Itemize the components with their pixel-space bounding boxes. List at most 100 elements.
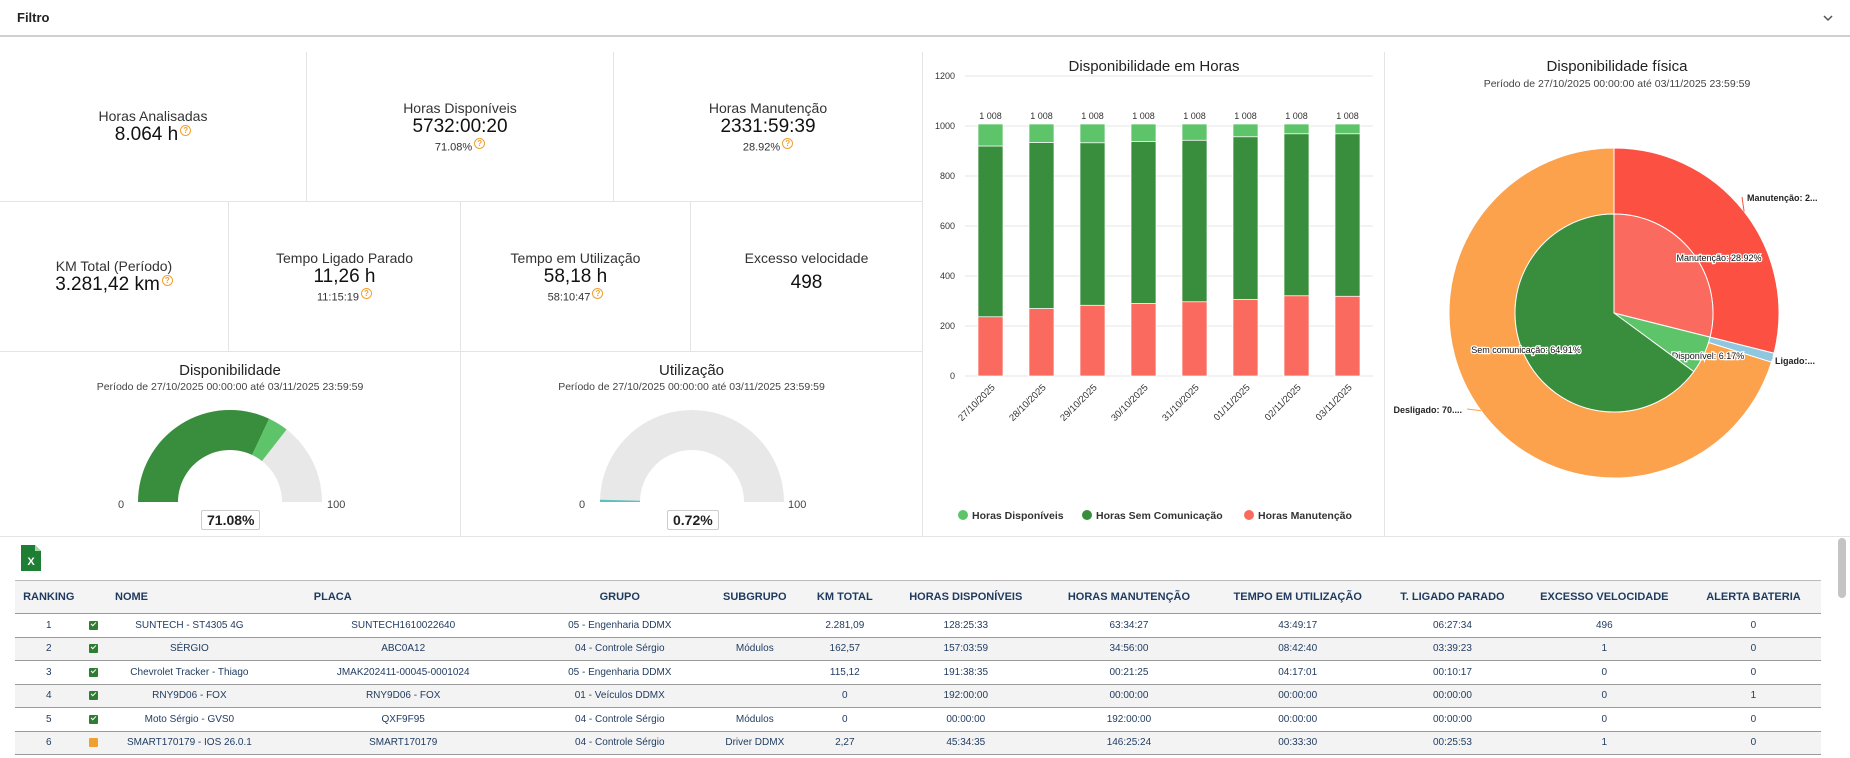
gauge-period: Período de 27/10/2025 00:00:00 até 03/11… [558,381,825,393]
col-subgrupo[interactable]: SUBGRUPO [706,580,803,614]
table-row[interactable]: 5 Moto Sérgio - GVS0 QXF9F95 04 - Contro… [15,707,1821,732]
chevron-down-icon[interactable] [1822,12,1834,24]
gauge-min: 0 [579,499,586,511]
col-grupo[interactable]: GRUPO [532,580,707,614]
cell-utilizacao: 00:00:00 [1213,707,1383,732]
bar-segment[interactable] [977,316,1004,377]
y-tick-label: 600 [940,221,955,231]
pie-inner-slice[interactable] [1613,213,1714,338]
help-icon[interactable]: ? [782,138,794,149]
bar-segment[interactable] [977,123,1004,147]
cell-disponiveis: 45:34:35 [887,731,1045,755]
col-alerta-bateria[interactable]: ALERTA BATERIA [1685,580,1821,614]
cell-placa: QXF9F95 [273,707,533,732]
table-row[interactable]: 2 SÉRGIO ABC0A12 04 - Controle Sérgio Mó… [15,637,1821,661]
svg-text:X: X [27,556,35,568]
col-horas-manutencao[interactable]: HORAS MANUTENÇÃO [1044,580,1214,614]
bar-segment[interactable] [1079,123,1106,144]
page-scrollbar[interactable] [1838,538,1846,598]
legend-item[interactable]: Horas Sem Comunicação [1082,510,1223,522]
table-row[interactable]: 3 Chevrolet Tracker - Thiago JMAK202411-… [15,660,1821,685]
col-ranking[interactable]: RANKING [15,580,83,614]
legend-item[interactable]: Horas Manutenção [1244,510,1352,522]
cell-grupo: 01 - Veículos DDMX [532,684,707,708]
kpi-label: Excesso velocidade [744,250,869,266]
table-row[interactable]: 1 SUNTECH - ST4305 4G SUNTECH1610022640 … [15,613,1821,638]
cell-placa: SMART170179 [273,731,533,755]
help-icon[interactable]: ? [180,124,192,136]
bar-total-label: 1 008 [979,111,1002,121]
bar-segment[interactable] [1130,123,1157,142]
help-icon[interactable]: ? [474,138,486,149]
kpi-value: 11,26 h [313,266,376,287]
bar-total-label: 1 008 [1234,111,1257,121]
col-km-total[interactable]: KM TOTAL [802,580,888,614]
pie-connector [1741,196,1745,212]
kpi-sub: 11:15:19 [316,291,359,304]
ranking-table: RANKING NOME PLACA GRUPO SUBGRUPO KM TOT… [15,580,1821,755]
cell-manutencao: 00:00:00 [1044,684,1214,708]
bar-segment[interactable] [1232,123,1259,138]
bar-segment[interactable] [1130,303,1157,377]
bar-segment[interactable] [1028,142,1055,309]
bar-segment[interactable] [1334,123,1361,135]
col-placa[interactable]: PLACA [273,580,533,614]
bar-segment[interactable] [1181,123,1208,141]
legend-item[interactable]: Horas Disponíveis [958,510,1064,522]
pie-inner-label: Manutenção: 28.92% [1676,253,1761,263]
cell-utilizacao: 08:42:40 [1213,637,1383,661]
cell-manutencao: 00:21:25 [1044,660,1214,685]
kpi-value: 58,18 h [543,266,608,287]
legend-swatch [958,510,968,520]
pie-inner-slice[interactable] [1514,213,1695,413]
cell-km: 0 [802,707,888,732]
help-icon[interactable]: ? [361,288,372,299]
col-horas-disponiveis[interactable]: HORAS DISPONÍVEIS [887,580,1045,614]
kpi-horas-disponiveis: Horas Disponíveis 5732:00:20 71.08%? [307,52,614,202]
bar-segment[interactable] [1283,133,1310,297]
col-ligado-parado[interactable]: T. LIGADO PARADO [1382,580,1523,614]
cell-rank: 4 [15,684,83,708]
cell-bateria: 0 [1685,637,1821,661]
col-tempo-utilizacao[interactable]: TEMPO EM UTILIZAÇÃO [1213,580,1383,614]
bar-segment[interactable] [1232,299,1259,377]
cell-grupo: 04 - Controle Sérgio [532,637,707,661]
cell-excesso: 1 [1522,731,1686,755]
y-tick-label: 0 [950,371,955,381]
col-nome[interactable]: NOME [105,580,274,614]
bar-segment[interactable] [1181,139,1208,303]
kpi-label: KM Total (Período) [55,258,173,274]
bar-segment[interactable] [1283,295,1310,377]
cell-parado: 00:25:53 [1382,731,1523,755]
cell-disponiveis: 191:38:35 [887,660,1045,685]
col-excesso-velocidade[interactable]: EXCESSO VELOCIDADE [1522,580,1686,614]
pie-outer-label: Ligado:... [1775,356,1815,366]
bar-segment[interactable] [1130,141,1157,304]
bar-segment[interactable] [1028,123,1055,143]
gauge-max: 100 [788,499,807,511]
help-icon[interactable]: ? [592,288,604,299]
cell-bateria: 0 [1685,707,1821,732]
bar-segment[interactable] [1079,304,1106,377]
bar-segment[interactable] [1334,295,1361,377]
bar-segment[interactable] [1079,142,1106,306]
status-ok-icon [89,714,99,724]
table-row[interactable]: 6 SMART170179 - IOS 26.0.1 SMART170179 0… [15,731,1821,755]
x-tick-label: 27/10/2025 [956,382,997,423]
bar-segment[interactable] [1181,301,1208,377]
bar-segment[interactable] [1028,308,1055,377]
pie-chart-svg: Disponibilidade física Período de 27/10/2… [1393,58,1818,479]
legend-label: Horas Disponíveis [972,510,1064,522]
table-row[interactable]: 4 RNY9D06 - FOX RNY9D06 - FOX 01 - Veícu… [15,684,1821,708]
cell-nome: SMART170179 - IOS 26.0.1 [105,731,274,755]
cell-status [82,707,105,732]
gauge-title: Disponibilidade [179,362,281,379]
kpi-km-total: KM Total (Período) 3.281,42 km? [0,202,229,352]
help-icon[interactable]: ? [161,274,173,286]
bar-segment[interactable] [1334,133,1361,297]
bar-segment[interactable] [1232,136,1259,300]
excel-export-icon[interactable]: X [21,545,41,571]
bar-segment[interactable] [1283,123,1310,135]
bar-segment[interactable] [977,145,1004,318]
filter-panel-header[interactable]: Filtro [0,0,1850,37]
